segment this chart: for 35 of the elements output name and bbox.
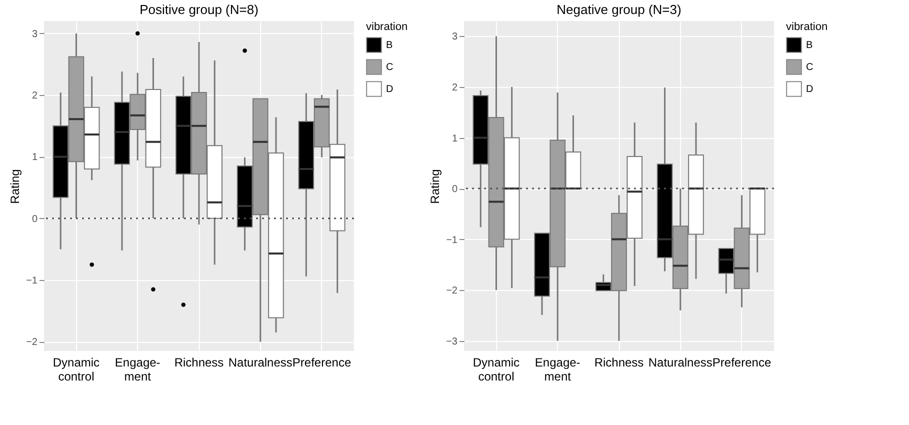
y-tick-label: 2 <box>32 90 38 102</box>
x-tick-label: Richness <box>174 356 224 370</box>
legend-title: vibration <box>786 21 828 33</box>
x-tick-label: Preference <box>292 356 352 370</box>
x-tick-label: Engage-ment <box>534 356 580 384</box>
y-tick-label: −2 <box>26 337 38 348</box>
y-tick-label: −1 <box>446 234 458 246</box>
x-tick-label: Dynamic control <box>472 356 520 384</box>
y-tick-label: 2 <box>452 82 458 94</box>
legend-title: vibration <box>366 21 408 33</box>
y-axis-title: Rating <box>428 169 442 204</box>
legend-label: D <box>386 84 394 95</box>
legend-label: B <box>806 40 813 51</box>
x-tick-label: Engage-ment <box>114 356 160 384</box>
legend-label: D <box>806 84 814 95</box>
y-axis-title: Rating <box>8 169 22 204</box>
y-tick-label: 3 <box>452 32 458 43</box>
y-tick-label: −2 <box>446 286 458 297</box>
y-tick-label: 0 <box>32 214 38 225</box>
x-tick-label: Richness <box>594 356 644 370</box>
chart-title: Negative group (N=3) <box>556 2 682 17</box>
y-tick-label: −1 <box>26 276 38 287</box>
legend-label: C <box>806 62 814 73</box>
x-tick-label: Naturalness <box>648 356 712 370</box>
y-tick-label: 3 <box>32 28 38 40</box>
x-tick-label: Preference <box>712 356 772 370</box>
legend-label: B <box>386 40 393 51</box>
y-tick-label: 1 <box>452 133 458 144</box>
legend-label: C <box>386 62 394 73</box>
y-tick-label: −3 <box>446 336 458 348</box>
y-tick-label: 0 <box>452 184 458 196</box>
x-tick-label: Naturalness <box>228 356 292 370</box>
y-tick-label: 1 <box>32 152 38 164</box>
chart-title: Positive group (N=8) <box>140 2 258 17</box>
x-tick-label: Dynamic control <box>52 356 100 384</box>
